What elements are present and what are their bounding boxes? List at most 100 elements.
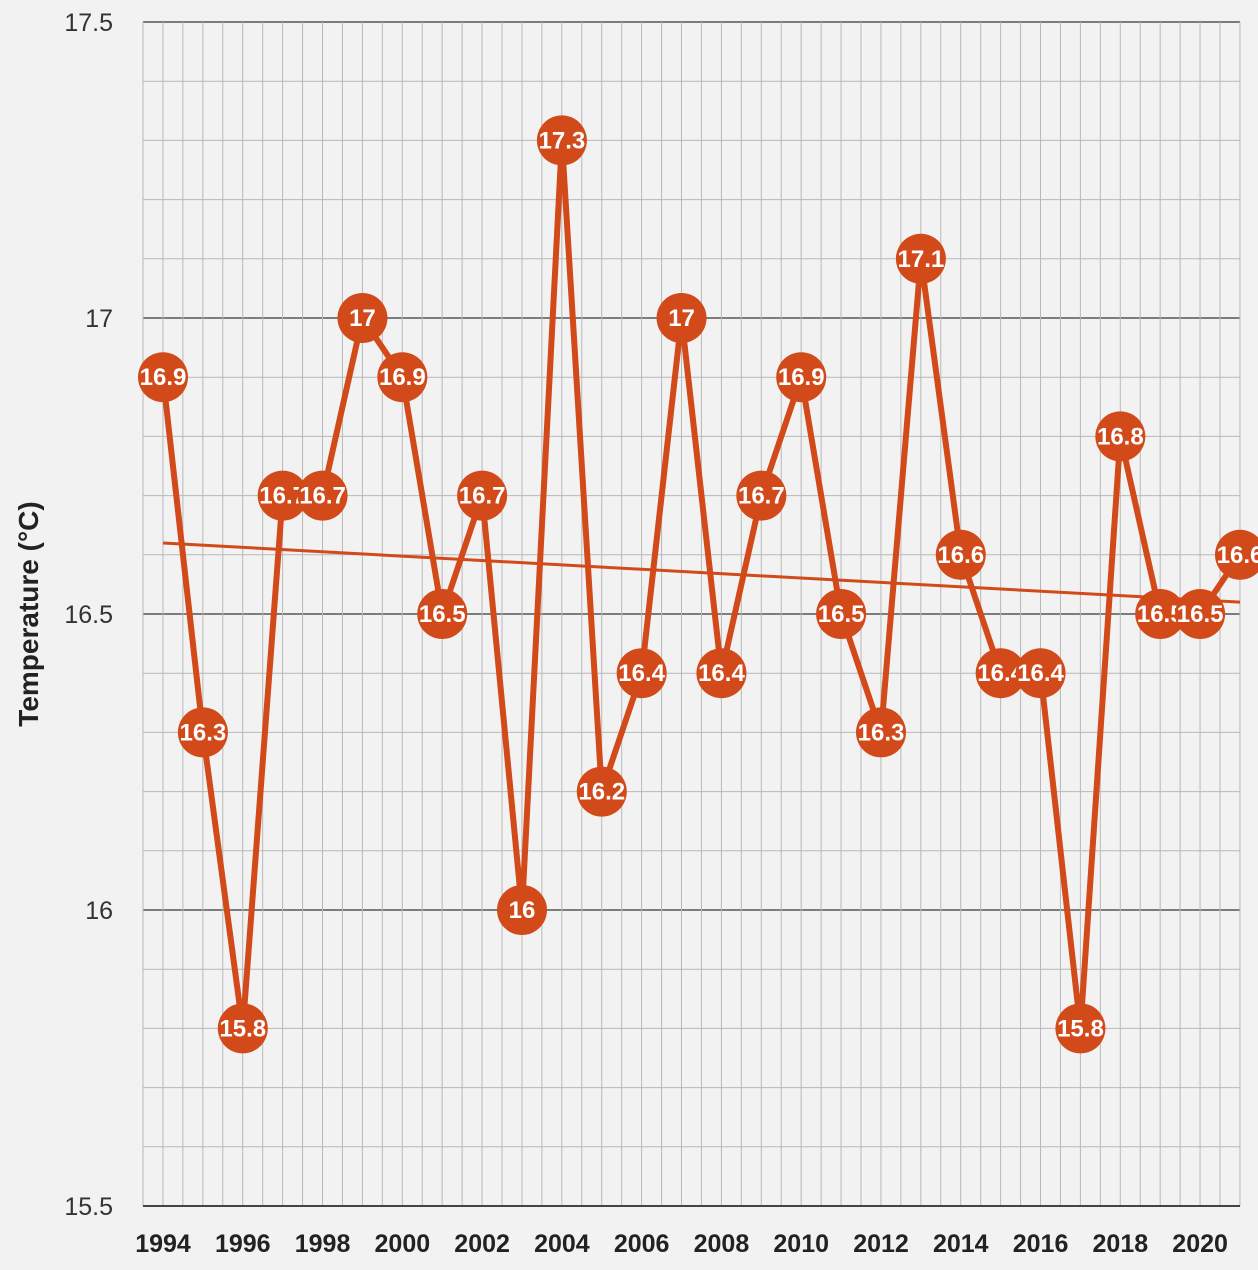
data-point: 16.9 bbox=[776, 352, 827, 403]
data-point: 16.9 bbox=[138, 352, 188, 403]
data-point-marker bbox=[417, 589, 468, 639]
data-point-marker bbox=[935, 529, 986, 580]
data-point: 15.8 bbox=[1055, 1003, 1106, 1054]
data-label: 16.9 bbox=[778, 364, 825, 391]
data-label: 16.9 bbox=[379, 364, 426, 391]
data-point: 17 bbox=[337, 293, 388, 343]
x-tick-label: 2004 bbox=[534, 1230, 590, 1258]
data-label: 16 bbox=[509, 897, 536, 924]
y-tick-label: 17.5 bbox=[64, 9, 113, 37]
data-point: 17.1 bbox=[895, 233, 946, 284]
y-tick-label: 16 bbox=[85, 897, 113, 925]
x-tick-label: 2018 bbox=[1093, 1230, 1149, 1258]
data-label: 16.7 bbox=[299, 483, 346, 510]
x-tick-label: 2006 bbox=[614, 1230, 670, 1258]
data-point-marker bbox=[337, 293, 388, 343]
data-point: 17.3 bbox=[536, 115, 587, 166]
data-point: 17 bbox=[656, 293, 707, 343]
x-tick-label: 2016 bbox=[1013, 1230, 1069, 1258]
data-point-marker bbox=[217, 1003, 268, 1054]
data-point: 16.7 bbox=[297, 470, 348, 521]
series-line bbox=[160, 137, 1243, 1032]
data-label: 16.7 bbox=[738, 483, 785, 510]
data-point: 15.8 bbox=[217, 1003, 268, 1054]
x-tick-label: 2002 bbox=[454, 1230, 510, 1258]
data-point: 16.4 bbox=[1015, 648, 1066, 699]
data-label: 16.6 bbox=[937, 542, 984, 569]
data-label: 16.4 bbox=[618, 660, 665, 687]
data-label: 16.3 bbox=[180, 719, 227, 746]
data-point-marker bbox=[576, 766, 627, 817]
data-label: 16.9 bbox=[140, 364, 187, 391]
x-tick-label: 2008 bbox=[694, 1230, 750, 1258]
trend-layer bbox=[162, 541, 1241, 604]
data-point-marker bbox=[177, 707, 228, 758]
data-point: 16.5 bbox=[1175, 589, 1226, 639]
data-point-marker bbox=[1015, 648, 1066, 699]
data-point-marker bbox=[736, 470, 787, 521]
data-point-marker bbox=[975, 648, 1026, 699]
y-axis-label: Temperature (°C) bbox=[13, 501, 44, 726]
data-point-marker bbox=[257, 470, 308, 521]
data-point: 16 bbox=[497, 885, 547, 935]
data-point: 16.5 bbox=[1135, 589, 1186, 639]
data-point-marker bbox=[816, 589, 867, 639]
data-point-marker bbox=[856, 707, 906, 758]
data-point: 16.5 bbox=[417, 589, 468, 639]
y-tick-label: 17 bbox=[85, 305, 113, 333]
data-point-marker bbox=[895, 233, 946, 284]
data-point-marker bbox=[1095, 411, 1146, 462]
data-label: 16.4 bbox=[1017, 660, 1064, 687]
data-point: 16.7 bbox=[457, 470, 508, 521]
data-point: 16.5 bbox=[816, 589, 867, 639]
data-point-marker bbox=[1215, 529, 1258, 580]
data-label: 17.1 bbox=[898, 246, 945, 273]
data-point: 16.6 bbox=[935, 529, 986, 580]
data-label: 15.8 bbox=[1057, 1015, 1104, 1042]
axis-layer: 17.5 17 16.5 16 15.5 1994 1996 1998 2000 2002 2004… bbox=[64, 9, 1240, 1258]
x-tick-label: 2010 bbox=[773, 1230, 829, 1258]
data-point: 16.6 bbox=[1215, 529, 1258, 580]
data-point: 16.9 bbox=[377, 352, 428, 403]
data-point-marker bbox=[297, 470, 348, 521]
y-tick-label: 16.5 bbox=[64, 601, 113, 629]
data-label: 16.8 bbox=[1097, 423, 1144, 450]
data-point-marker bbox=[696, 648, 747, 699]
series-layer bbox=[160, 137, 1243, 1032]
data-point-marker bbox=[616, 648, 667, 699]
data-point-marker bbox=[457, 470, 508, 521]
data-label: 16.2 bbox=[578, 779, 625, 806]
data-label: 16.5 bbox=[419, 601, 466, 628]
data-label: 16.7 bbox=[459, 483, 506, 510]
data-point-marker bbox=[656, 293, 707, 343]
data-point-marker bbox=[138, 352, 188, 403]
x-tick-label: 1998 bbox=[295, 1230, 351, 1258]
y-tick-label: 15.5 bbox=[64, 1193, 113, 1221]
x-tick-label: 2012 bbox=[853, 1230, 909, 1258]
trendline bbox=[162, 541, 1241, 604]
data-label: 15.8 bbox=[219, 1015, 266, 1042]
x-tick-label: 2020 bbox=[1172, 1230, 1228, 1258]
data-point-marker bbox=[776, 352, 827, 403]
data-point: 16.3 bbox=[177, 707, 228, 758]
data-point: 16.2 bbox=[576, 766, 627, 817]
data-point-marker bbox=[377, 352, 428, 403]
data-label: 16.6 bbox=[1217, 542, 1258, 569]
data-label: 16.5 bbox=[1177, 601, 1224, 628]
data-point-marker bbox=[536, 115, 587, 166]
data-point: 16.7 bbox=[736, 470, 787, 521]
data-label: 17.3 bbox=[539, 127, 586, 154]
data-label: 16.5 bbox=[818, 601, 865, 628]
x-tick-label: 1994 bbox=[135, 1230, 191, 1258]
data-point: 16.3 bbox=[856, 707, 906, 758]
data-label: 16.3 bbox=[858, 719, 905, 746]
data-label: 17 bbox=[349, 305, 376, 332]
data-label: 16.4 bbox=[698, 660, 745, 687]
x-tick-label: 2000 bbox=[375, 1230, 431, 1258]
data-point: 16.4 bbox=[616, 648, 667, 699]
data-label: 17 bbox=[668, 305, 695, 332]
data-point-marker bbox=[1055, 1003, 1106, 1054]
data-point-marker bbox=[1135, 589, 1186, 639]
